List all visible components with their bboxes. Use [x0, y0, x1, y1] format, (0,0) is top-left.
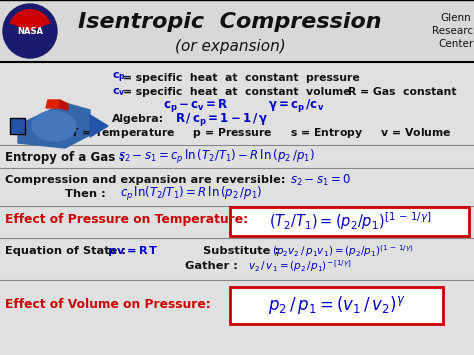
- Text: $\mathregular{c_p}$: $\mathregular{c_p}$: [112, 71, 126, 85]
- Text: $\mathregular{R\,/\,c_p = 1 - 1\,/\,\gamma}$: $\mathregular{R\,/\,c_p = 1 - 1\,/\,\gam…: [175, 110, 269, 127]
- Text: Equation of State :: Equation of State :: [5, 246, 126, 256]
- Bar: [0, 0, 474, 62]
- Text: $(p_2 v_2\,/\,p_1 v_1) = (p_2/p_1)^{(1\,-\,1/\gamma)}$: $(p_2 v_2\,/\,p_1 v_1) = (p_2/p_1)^{(1\,…: [272, 243, 414, 259]
- Text: Compression and expansion are reversible:: Compression and expansion are reversible…: [5, 175, 285, 185]
- Circle shape: [3, 4, 57, 58]
- Text: Effect of Volume on Pressure:: Effect of Volume on Pressure:: [5, 299, 211, 311]
- Text: Then :: Then :: [65, 189, 106, 199]
- Text: $s_2 - s_1 = c_p\,\mathrm{ln}\,(T_2/T_1) - R\,\mathrm{ln}\,(p_2\,/p_1)$: $s_2 - s_1 = c_p\,\mathrm{ln}\,(T_2/T_1)…: [118, 148, 315, 166]
- Ellipse shape: [32, 111, 76, 141]
- FancyBboxPatch shape: [230, 207, 470, 235]
- Wedge shape: [8, 23, 52, 53]
- Text: $\mathregular{c_v}$: $\mathregular{c_v}$: [112, 86, 126, 98]
- Text: $p_2\,/\,p_1 = (v_1\,/\,v_2)^{\gamma}$: $p_2\,/\,p_1 = (v_1\,/\,v_2)^{\gamma}$: [268, 294, 406, 316]
- Text: $v_2\,/\,v_1 = (p_2\,/p_1)^{-\,[1/\gamma]}$: $v_2\,/\,v_1 = (p_2\,/p_1)^{-\,[1/\gamma…: [248, 258, 352, 274]
- Text: Entropy of a Gas :: Entropy of a Gas :: [5, 151, 124, 164]
- Text: R = Gas  constant: R = Gas constant: [348, 87, 456, 97]
- Text: Isentropic  Compression: Isentropic Compression: [78, 12, 382, 32]
- Text: Substitute :: Substitute :: [203, 246, 279, 256]
- Text: Glenn
Research
Center: Glenn Research Center: [432, 13, 474, 49]
- Text: NASA: NASA: [17, 27, 43, 36]
- FancyBboxPatch shape: [230, 286, 444, 323]
- Text: $s_2 - s_1 = 0$: $s_2 - s_1 = 0$: [290, 173, 351, 187]
- Text: Algebra:: Algebra:: [112, 114, 164, 124]
- Polygon shape: [46, 100, 62, 108]
- Text: = specific  heat  at  constant  pressure: = specific heat at constant pressure: [123, 73, 360, 83]
- Bar: [0, 62, 474, 157]
- Text: $\mathbf{T}$ = Temperature     $\mathbf{p}$ = Pressure     $\mathbf{s}$ = Entrop: $\mathbf{T}$ = Temperature $\mathbf{p}$ …: [70, 126, 452, 140]
- Text: $(T_2/T_1) = (p_2/p_1)^{[1\,-\,1/\gamma]}$: $(T_2/T_1) = (p_2/p_1)^{[1\,-\,1/\gamma]…: [269, 210, 431, 232]
- Text: $\mathregular{\gamma = c_p\,/c_v}$: $\mathregular{\gamma = c_p\,/c_v}$: [268, 98, 324, 115]
- Text: $\mathbf{p\,v = R\,T}$: $\mathbf{p\,v = R\,T}$: [107, 244, 159, 258]
- Text: $c_p\,\mathrm{ln}(T_2/T_1) = R\,\mathrm{ln}\,(p_2\,/p_1)$: $c_p\,\mathrm{ln}(T_2/T_1) = R\,\mathrm{…: [120, 185, 263, 203]
- Wedge shape: [9, 9, 51, 31]
- FancyBboxPatch shape: [10, 118, 25, 134]
- Polygon shape: [60, 100, 68, 110]
- Polygon shape: [18, 103, 90, 148]
- Text: Gather :: Gather :: [185, 261, 238, 271]
- Text: = specific  heat  at  constant  volume: = specific heat at constant volume: [123, 87, 351, 97]
- Text: $\mathregular{c_p - c_v = R}$: $\mathregular{c_p - c_v = R}$: [163, 98, 229, 115]
- Polygon shape: [90, 115, 108, 137]
- Text: (or expansion): (or expansion): [174, 38, 285, 54]
- Text: Effect of Pressure on Temperature:: Effect of Pressure on Temperature:: [5, 213, 248, 226]
